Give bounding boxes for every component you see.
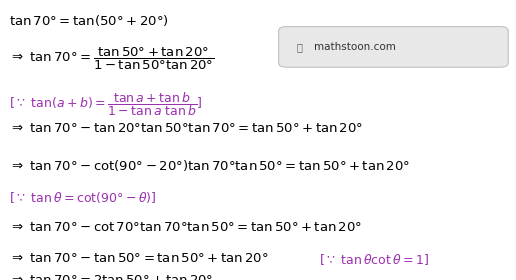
Text: $[\because\ \tan\theta=\cot(90°-\theta)]$: $[\because\ \tan\theta=\cot(90°-\theta)]… bbox=[9, 190, 157, 206]
Text: $\Rightarrow\ \tan 70°-\tan 20°\tan 50°\tan 70°=\tan 50°+\tan 20°$: $\Rightarrow\ \tan 70°-\tan 20°\tan 50°\… bbox=[9, 122, 363, 135]
Text: $\Rightarrow\ \tan 70°=2\tan 50°+\tan 20°$: $\Rightarrow\ \tan 70°=2\tan 50°+\tan 20… bbox=[9, 274, 214, 280]
Text: $\Rightarrow\ \tan 70°-\cot 70°\tan 70°\tan 50°=\tan 50°+\tan 20°$: $\Rightarrow\ \tan 70°-\cot 70°\tan 70°\… bbox=[9, 221, 362, 234]
Text: $\Rightarrow\ \tan 70°-\cot(90°-20°)\tan 70°\tan 50°=\tan 50°+\tan 20°$: $\Rightarrow\ \tan 70°-\cot(90°-20°)\tan… bbox=[9, 158, 410, 173]
Text: mathstoon.com: mathstoon.com bbox=[314, 42, 396, 52]
Text: $\Rightarrow\ \tan 70°=\dfrac{\tan 50°+\tan 20°}{1-\tan 50°\tan 20°}$: $\Rightarrow\ \tan 70°=\dfrac{\tan 50°+\… bbox=[9, 46, 215, 72]
Text: 🔒: 🔒 bbox=[297, 42, 302, 52]
Text: $[\because\ \tan(a+b)=\dfrac{\tan a+\tan b}{1-\tan a\ \tan b}]$: $[\because\ \tan(a+b)=\dfrac{\tan a+\tan… bbox=[9, 90, 203, 118]
Text: $\tan 70°= \tan(50°+20°)$: $\tan 70°= \tan(50°+20°)$ bbox=[9, 13, 169, 28]
Text: $\Rightarrow\ \tan 70°-\tan 50°=\tan 50°+\tan 20°$: $\Rightarrow\ \tan 70°-\tan 50°=\tan 50°… bbox=[9, 252, 269, 265]
FancyBboxPatch shape bbox=[279, 27, 508, 67]
Text: $[\because\ \tan\theta\cot\theta=1]$: $[\because\ \tan\theta\cot\theta=1]$ bbox=[319, 252, 429, 267]
